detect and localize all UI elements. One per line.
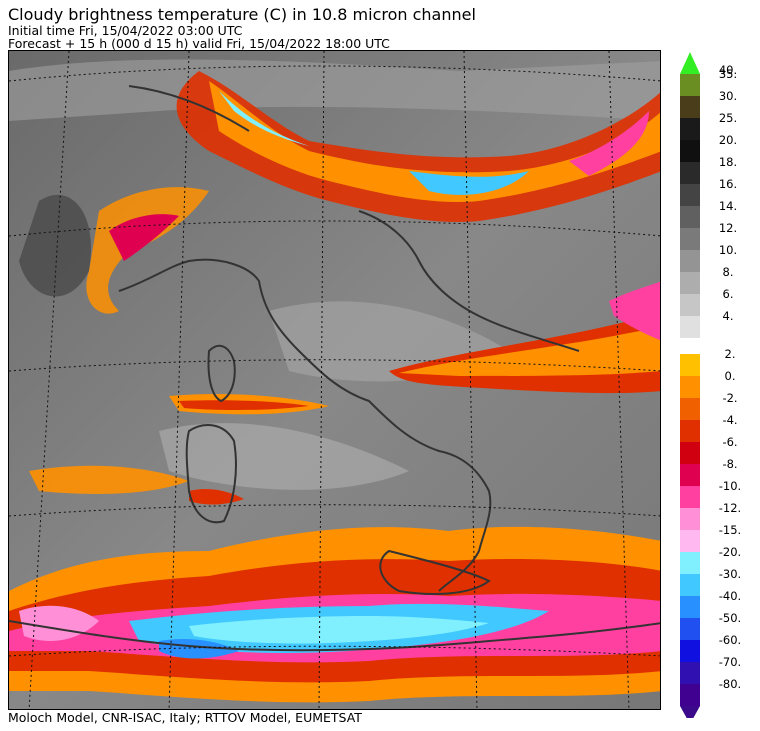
colorbar-label: 25.: [719, 111, 737, 125]
colorbar-label: 4.: [723, 309, 734, 323]
colorbar-label: 10.: [719, 243, 737, 257]
colorbar-swatch: [680, 294, 700, 316]
colorbar-swatch: [680, 508, 700, 530]
colorbar-swatch: [680, 398, 700, 420]
chart-title: Cloudy brightness temperature (C) in 10.…: [8, 5, 476, 24]
cloud-band-south: [9, 526, 660, 703]
colorbar-label: -30.: [719, 567, 741, 581]
colorbar-swatch: [680, 250, 700, 272]
colorbar-swatch: [680, 354, 700, 376]
colorbar-swatch: [680, 684, 700, 706]
satellite-map: [8, 50, 661, 710]
colorbar-swatch: [680, 464, 700, 486]
colorbar-label: 35.: [719, 67, 737, 81]
colorbar-label: -4.: [722, 413, 737, 427]
colorbar: 40.35. 30. 25. 20. 18. 16. 14. 12. 10. 8. 6. 4. 2. 0.…: [680, 52, 741, 718]
forecast-valid-label: Forecast + 15 h (000 d 15 h) valid Fri, …: [8, 36, 390, 51]
colorbar-top-arrow: [680, 52, 700, 74]
colorbar-label: 2.: [725, 347, 736, 361]
colorbar-label: -60.: [719, 633, 741, 647]
colorbar-label: -80.: [719, 677, 741, 691]
colorbar-swatch: [680, 316, 700, 338]
colorbar-label: 6.: [723, 287, 734, 301]
colorbar-swatch: [680, 118, 700, 140]
colorbar-swatch: [680, 74, 700, 96]
colorbar-swatch: [680, 530, 700, 552]
colorbar-swatch: [680, 552, 700, 574]
colorbar-label: 40.: [719, 63, 737, 77]
cloud-band-west: [86, 187, 209, 314]
cloud-band-southwest: [29, 465, 244, 505]
colorbar-label: -8.: [722, 457, 737, 471]
colorbar-swatch: [680, 574, 700, 596]
colorbar-swatch: [680, 662, 700, 684]
colorbar-swatch: [680, 96, 700, 118]
colorbar-label: 14.: [719, 199, 737, 213]
colorbar-swatch: [680, 376, 700, 398]
colorbar-bottom-arrow: [680, 706, 700, 718]
colorbar-swatch: [680, 420, 700, 442]
colorbar-label: -50.: [719, 611, 741, 625]
colorbar-label: -70.: [719, 655, 741, 669]
coastlines: [9, 85, 660, 652]
colorbar-swatch: [680, 596, 700, 618]
colorbar-swatch: [680, 162, 700, 184]
colorbar-swatch: [680, 140, 700, 162]
initial-time-label: Initial time Fri, 15/04/2022 03:00 UTC: [8, 23, 243, 38]
colorbar-label: -10.: [719, 479, 741, 493]
colorbar-label: 0.: [725, 369, 736, 383]
colorbar-swatch: [680, 640, 700, 662]
colorbar-label: -12.: [719, 501, 741, 515]
colorbar-label: -20.: [719, 545, 741, 559]
colorbar-label: -15.: [719, 523, 741, 537]
cloud-field-light: [159, 423, 409, 490]
colorbar-label: 12.: [719, 221, 737, 235]
cloud-field-light: [9, 59, 660, 121]
colorbar-label: 30.: [719, 89, 737, 103]
colorbar-swatch: [680, 486, 700, 508]
colorbar-label: 20.: [719, 133, 737, 147]
colorbar-swatch: [680, 618, 700, 640]
colorbar-label: 16.: [719, 177, 737, 191]
colorbar-label: -6.: [722, 435, 737, 449]
cloud-band-north: [176, 71, 660, 222]
colorbar-label: -40.: [719, 589, 741, 603]
colorbar-swatch: [680, 206, 700, 228]
colorbar-label: -2.: [722, 391, 737, 405]
map-canvas: [9, 51, 660, 709]
footer-credit: Moloch Model, CNR-ISAC, Italy; RTTOV Mod…: [8, 710, 362, 725]
colorbar-swatch: [680, 184, 700, 206]
cloud-field-dark: [19, 194, 91, 297]
lat-lon-grid: [9, 51, 660, 709]
colorbar-label: 18.: [719, 155, 737, 169]
colorbar-swatch: [680, 272, 700, 294]
cloud-band-central: [169, 281, 660, 415]
colorbar-swatch: [680, 228, 700, 250]
colorbar-label: 8.: [723, 265, 734, 279]
colorbar-swatch: [680, 442, 700, 464]
